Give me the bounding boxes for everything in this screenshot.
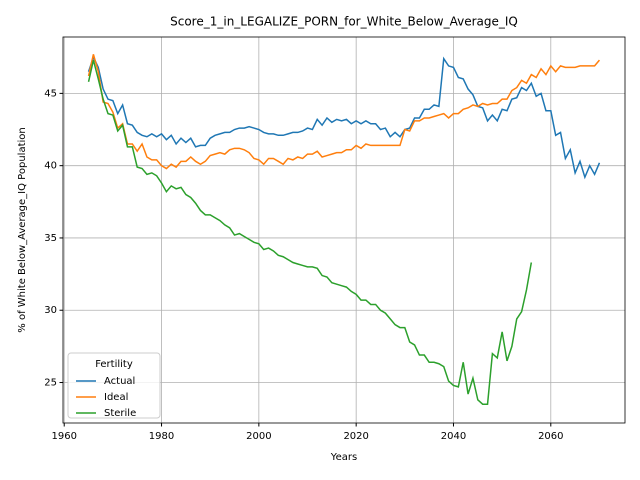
x-axis-label: Years [330, 452, 357, 463]
series-line [87, 59, 533, 405]
legend-title: Fertility [95, 359, 133, 370]
legend-box [67, 352, 161, 419]
x-tick-label: 2060 [538, 431, 563, 442]
y-axis-label: % of White Below_Average_IQ Population [17, 127, 28, 332]
legend-label: Sterile [104, 408, 136, 419]
x-tick-label: 2000 [246, 431, 271, 442]
legend-label: Ideal [104, 392, 128, 403]
y-tick-label: 40 [44, 161, 57, 172]
y-tick-label: 25 [44, 378, 57, 389]
plot-frame [62, 36, 626, 424]
x-tick-label: 1960 [51, 431, 76, 442]
y-tick-label: 30 [44, 305, 57, 316]
x-tick-label: 1980 [149, 431, 174, 442]
series-line [87, 55, 601, 180]
x-tick-label: 2040 [441, 431, 466, 442]
series-line [87, 54, 601, 170]
y-tick-label: 45 [44, 88, 57, 99]
x-tick-label: 2020 [343, 431, 368, 442]
chart-title: Score_1_in_LEGALIZE_PORN_for_White_Below… [170, 15, 518, 29]
y-tick-label: 35 [44, 233, 57, 244]
legend-label: Actual [104, 376, 135, 387]
